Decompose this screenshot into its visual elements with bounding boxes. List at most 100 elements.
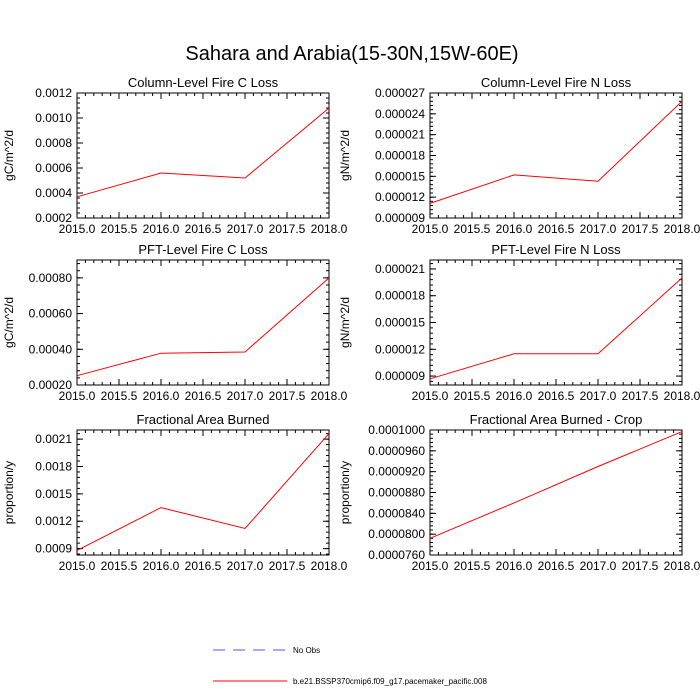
- y-tick-label: 0.0001000: [368, 423, 425, 437]
- series-line: [76, 277, 330, 377]
- y-tick-label: 0.0000880: [368, 486, 425, 500]
- x-tick-label: 2018.0: [311, 559, 348, 573]
- x-tick-label: 2016.5: [538, 222, 575, 236]
- x-tick-label: 2016.0: [496, 389, 533, 403]
- x-tick-label: 2017.0: [580, 389, 617, 403]
- x-tick-label: 2016.5: [538, 389, 575, 403]
- x-tick-label: 2015.5: [101, 389, 138, 403]
- x-tick-label: 2016.0: [143, 389, 180, 403]
- y-tick-label: 0.000009: [375, 211, 425, 225]
- legend-label-no-obs: No Obs: [293, 646, 320, 655]
- x-tick-label: 2015.5: [101, 559, 138, 573]
- y-tick-label: 0.0000920: [368, 465, 425, 479]
- y-tick-label: 0.000021: [375, 262, 425, 276]
- x-tick-label: 2016.0: [496, 559, 533, 573]
- panel-column-level-fire-c-loss: Column-Level Fire C Loss 2015.0 2015.5 2016…: [2, 75, 348, 236]
- y-tick-label: 0.00040: [29, 342, 73, 356]
- y-axis-label: gN/m^2/d: [338, 297, 352, 348]
- series-line: [429, 100, 683, 204]
- x-tick-label: 2016.5: [185, 389, 222, 403]
- y-tick-label: 0.000021: [375, 128, 425, 142]
- y-tick-label: 0.0000800: [368, 527, 425, 541]
- x-tick-label: 2016.0: [143, 222, 180, 236]
- panel-title: Fractional Area Burned - Crop: [470, 412, 643, 427]
- x-tick-label: 2015.0: [412, 389, 449, 403]
- y-tick-label: 0.0009: [35, 542, 72, 556]
- x-tick-label: 2017.5: [622, 222, 659, 236]
- y-tick-label: 0.0021: [35, 432, 72, 446]
- series-line: [76, 433, 330, 551]
- x-tick-label: 2016.5: [185, 559, 222, 573]
- series-line: [76, 107, 330, 198]
- y-tick-label: 0.0012: [35, 514, 72, 528]
- x-tick-label: 2017.0: [227, 222, 264, 236]
- y-tick-label: 0.0018: [35, 459, 72, 473]
- y-tick-label: 0.0000960: [368, 444, 425, 458]
- plot-frame: [76, 259, 330, 386]
- x-tick-label: 2016.0: [496, 222, 533, 236]
- panel-title: PFT-Level Fire C Loss: [138, 242, 268, 257]
- y-tick-label: 0.0004: [35, 186, 72, 200]
- x-tick-label: 2015.0: [59, 222, 96, 236]
- x-tick-label: 2016.5: [538, 559, 575, 573]
- x-tick-label: 2018.0: [311, 222, 348, 236]
- x-tick-label: 2017.0: [580, 559, 617, 573]
- panel-title: Column-Level Fire C Loss: [128, 75, 279, 90]
- figure-title: Sahara and Arabia(15-30N,15W-60E): [185, 43, 518, 65]
- y-axis-label: proportion/y: [338, 461, 352, 524]
- panel-column-level-fire-n-loss: Column-Level Fire N Loss 2015.0 2015.5 2016…: [338, 75, 700, 236]
- plot-frame: [429, 429, 683, 556]
- x-tick-label: 2017.5: [269, 389, 306, 403]
- y-tick-label: 0.000018: [375, 289, 425, 303]
- y-tick-label: 0.000009: [375, 369, 425, 383]
- panel-title: PFT-Level Fire N Loss: [491, 242, 621, 257]
- y-tick-label: 0.0015: [35, 487, 72, 501]
- y-tick-label: 0.0000760: [368, 548, 425, 562]
- panel-title: Fractional Area Burned: [137, 412, 270, 427]
- y-tick-label: 0.0008: [35, 136, 72, 150]
- x-tick-label: 2017.5: [622, 389, 659, 403]
- x-tick-label: 2016.0: [143, 559, 180, 573]
- y-tick-label: 0.0010: [35, 111, 72, 125]
- y-tick-label: 0.000024: [375, 107, 425, 121]
- series-line: [429, 277, 683, 380]
- panel-pft-level-fire-n-loss: PFT-Level Fire N Loss 2015.0 2015.5 2016.0 2…: [338, 242, 700, 403]
- x-tick-label: 2018.0: [664, 559, 700, 573]
- panel-fractional-area-burned-crop: Fractional Area Burned - Crop 2015.0 2015.…: [338, 412, 700, 573]
- y-axis-label: proportion/y: [2, 461, 16, 524]
- y-tick-label: 0.000015: [375, 169, 425, 183]
- plot-frame: [429, 92, 683, 219]
- y-tick-label: 0.000012: [375, 342, 425, 356]
- x-tick-label: 2016.5: [185, 222, 222, 236]
- x-tick-label: 2015.5: [454, 222, 491, 236]
- x-tick-label: 2017.0: [580, 222, 617, 236]
- legend: No Obs b.e21.BSSP370cmip6.f09_g17.pacema…: [213, 646, 487, 686]
- y-tick-label: 0.000012: [375, 190, 425, 204]
- x-tick-label: 2018.0: [664, 389, 700, 403]
- legend-label-run: b.e21.BSSP370cmip6.f09_g17.pacemaker_pac…: [293, 677, 487, 686]
- y-tick-label: 0.00060: [29, 307, 73, 321]
- x-tick-label: 2015.0: [59, 559, 96, 573]
- x-tick-label: 2015.0: [412, 559, 449, 573]
- y-tick-label: 0.0006: [35, 161, 72, 175]
- panel-title: Column-Level Fire N Loss: [481, 75, 632, 90]
- y-tick-label: 0.0012: [35, 86, 72, 100]
- plot-frame: [429, 259, 683, 386]
- plot-frame: [76, 429, 330, 556]
- y-tick-label: 0.0000840: [368, 506, 425, 520]
- x-tick-label: 2017.5: [622, 559, 659, 573]
- x-tick-label: 2018.0: [311, 389, 348, 403]
- x-tick-label: 2017.5: [269, 222, 306, 236]
- plot-frame: [76, 92, 330, 219]
- x-tick-label: 2015.0: [59, 389, 96, 403]
- y-axis-label: gN/m^2/d: [338, 130, 352, 181]
- x-tick-label: 2015.5: [454, 559, 491, 573]
- panel-fractional-area-burned: Fractional Area Burned 2015.0 2015.5 2016.0…: [2, 412, 348, 573]
- x-tick-label: 2015.5: [454, 389, 491, 403]
- panel-pft-level-fire-c-loss: PFT-Level Fire C Loss 2015.0 2015.5 2016.0 2…: [2, 242, 348, 403]
- y-tick-label: 0.000015: [375, 316, 425, 330]
- y-axis-label: gC/m^2/d: [2, 130, 16, 181]
- y-axis-label: gC/m^2/d: [2, 297, 16, 348]
- y-tick-label: 0.00080: [29, 271, 73, 285]
